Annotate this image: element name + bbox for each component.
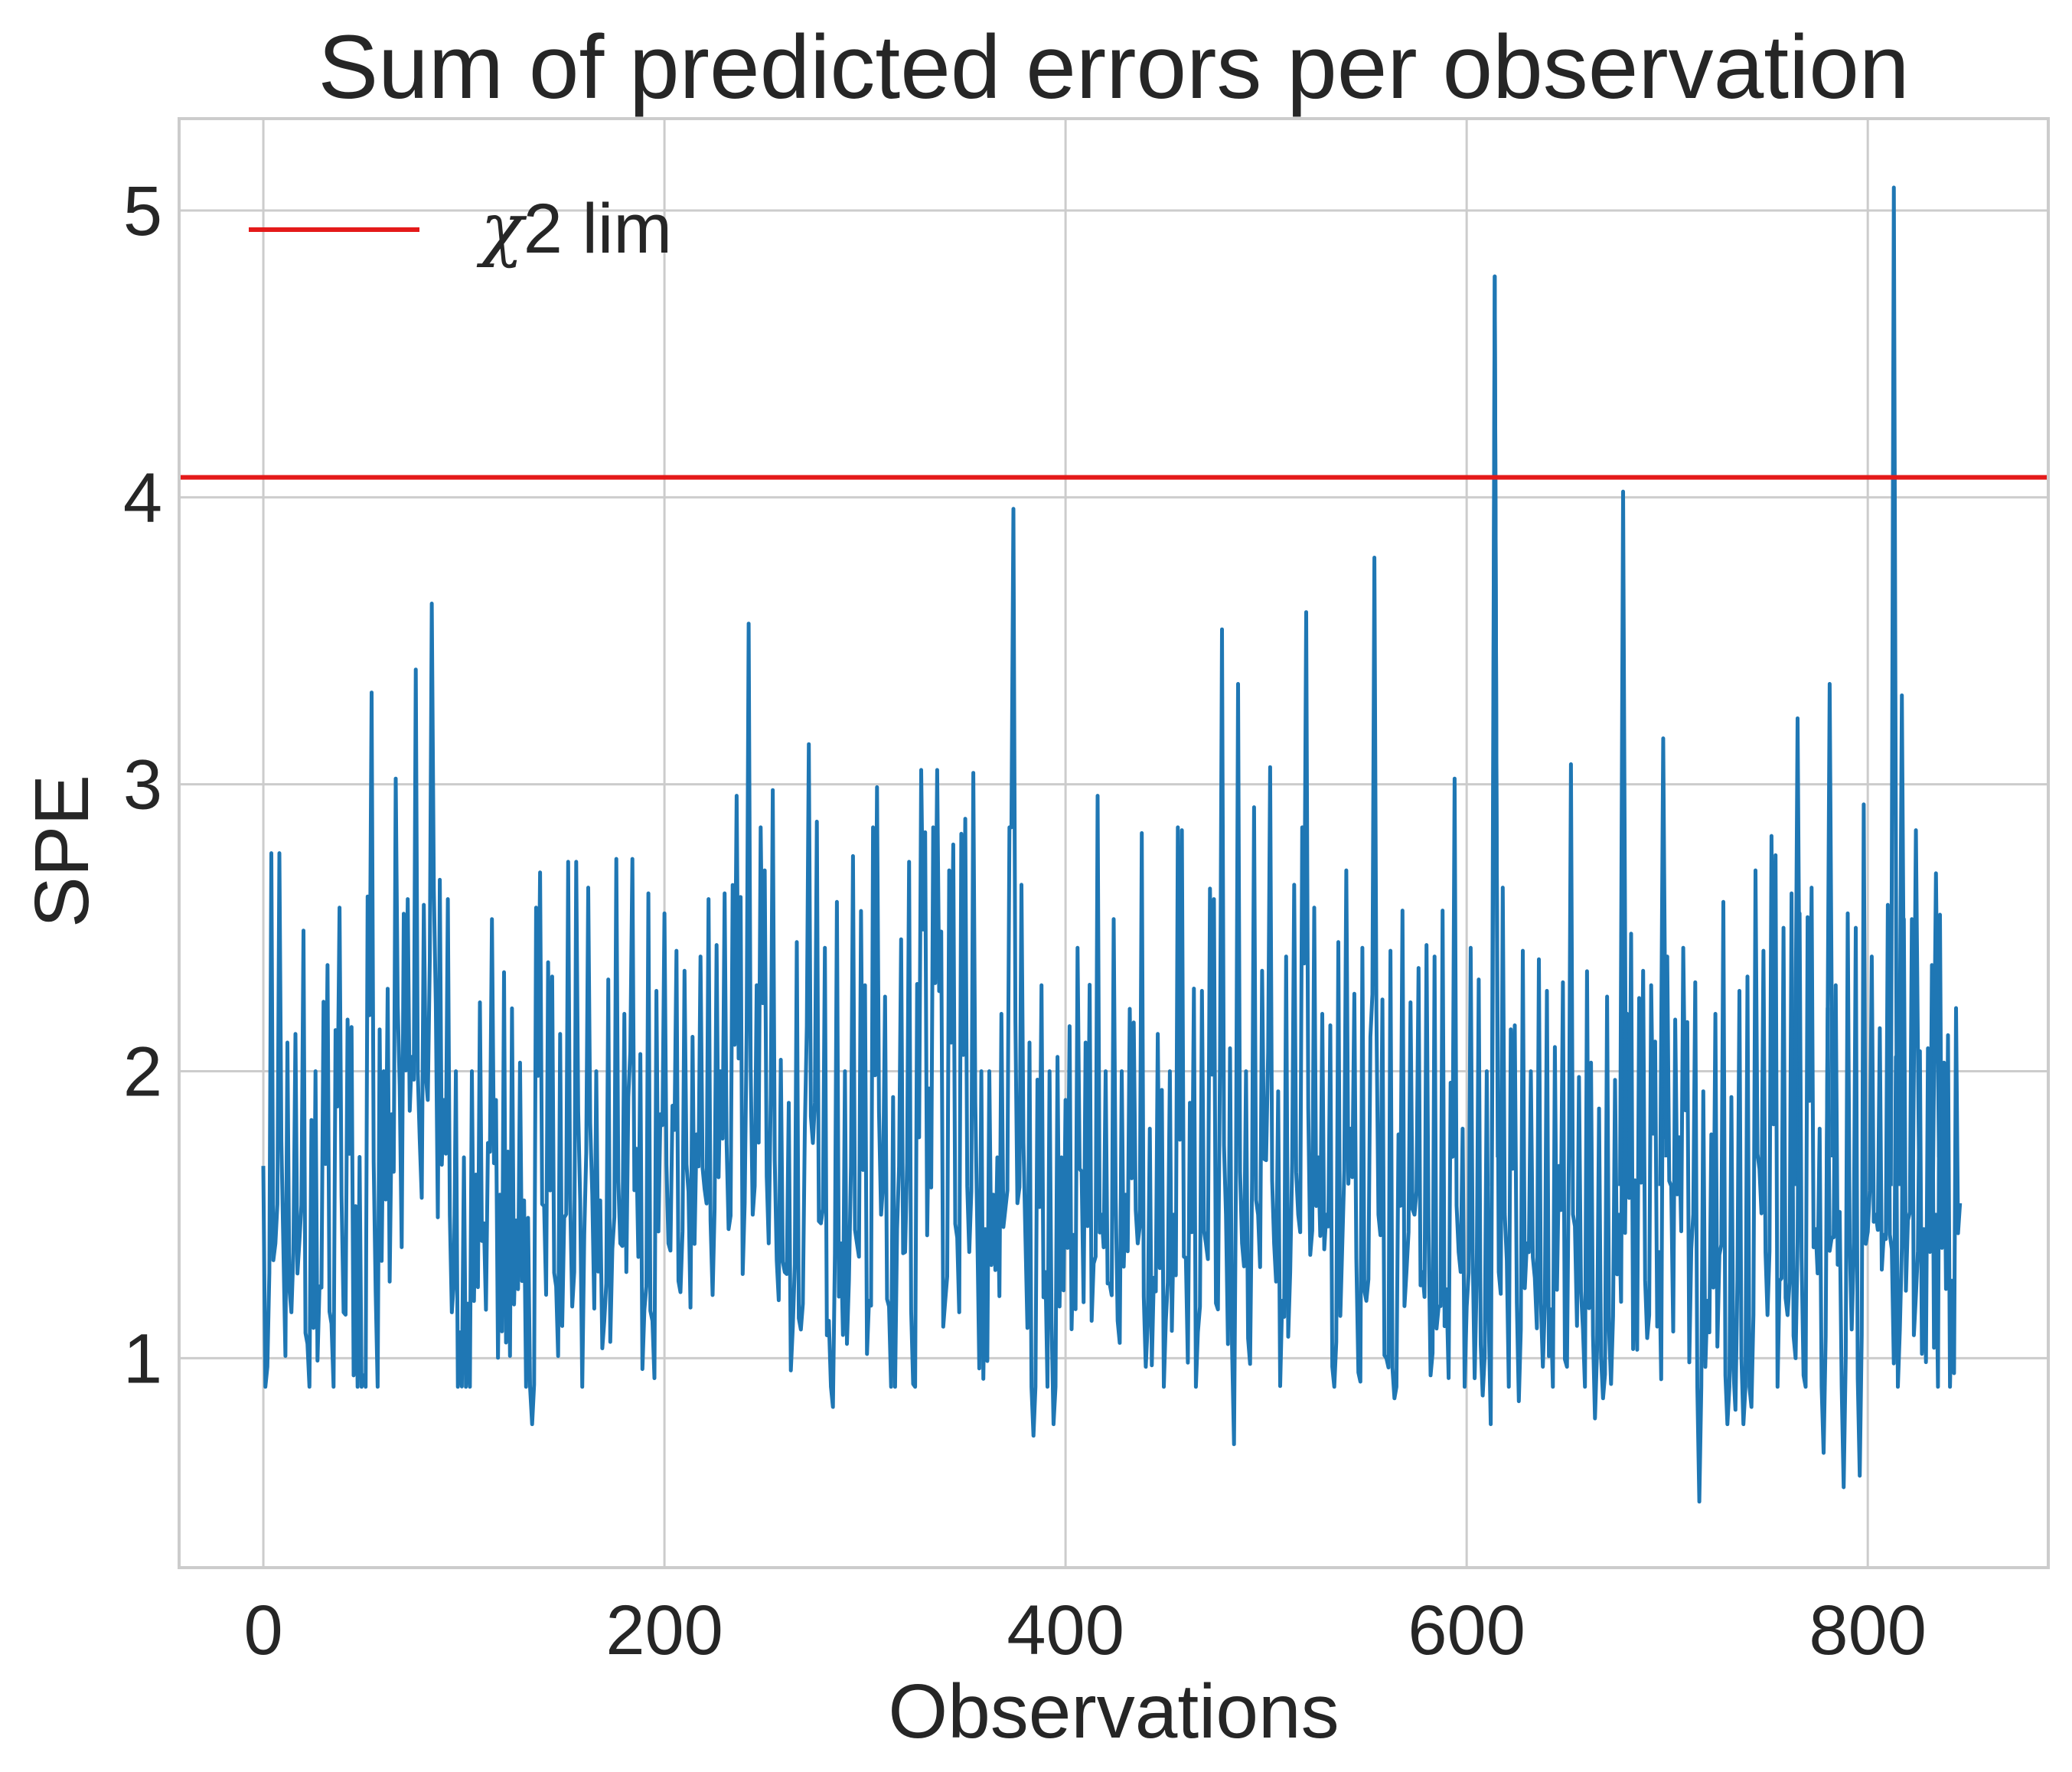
chart-title: Sum of predicted errors per observation [318,17,1909,118]
spe-peak [1930,871,1941,1186]
spe-peak [1824,681,1835,1186]
spe-peak [1910,828,1921,1186]
x-tick-label: 600 [1408,1591,1525,1669]
series-spe [261,185,1963,1504]
spe-peak [1897,693,1907,1186]
spe-peak [1658,736,1669,1186]
spe-peak [1888,185,1899,1186]
y-tick-label: 2 [123,1033,162,1111]
y-tick-label: 5 [123,172,162,250]
legend-text: 2 lim [524,190,672,268]
tick-labels: 0 200 400 600 800 1 2 3 4 5 [123,172,1927,1669]
x-tick-label: 800 [1809,1591,1927,1669]
y-tick-label: 1 [123,1320,162,1398]
x-tick-label: 400 [1007,1591,1124,1669]
y-axis-label: SPE [19,775,105,928]
legend: χ2 lim [249,188,672,269]
spe-peak [1490,274,1500,1186]
y-tick-label: 3 [123,746,162,824]
spe-peak [1793,716,1803,1186]
x-tick-label: 0 [243,1591,282,1669]
legend-chi-symbol: χ [476,188,527,269]
spe-peak [1618,489,1628,1186]
spe-series-line [261,274,1963,1504]
x-tick-label: 200 [605,1591,723,1669]
legend-label-chi2: χ2 lim [476,188,672,269]
x-axis-label: Observations [888,1669,1339,1754]
y-tick-label: 4 [123,459,162,537]
plot-frame [178,117,2050,1569]
